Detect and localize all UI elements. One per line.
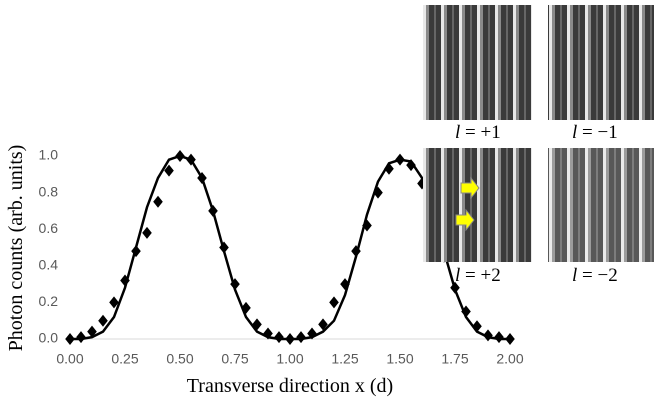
data-point	[296, 331, 306, 344]
data-point	[406, 159, 416, 172]
data-point	[461, 305, 471, 318]
data-point	[197, 171, 207, 184]
y-tick-label: 0.8	[39, 183, 59, 199]
data-point	[186, 153, 196, 166]
data-point	[241, 301, 251, 314]
x-tick-label: 0.75	[221, 351, 248, 367]
arrow	[455, 208, 475, 232]
inset-images: l = +1 l = −1 l = +2 l = −2	[423, 5, 654, 286]
y-tick-label: 0.0	[39, 330, 59, 346]
data-point	[494, 331, 504, 344]
inset-label: l = −1	[572, 122, 618, 143]
data-point	[230, 278, 240, 291]
inset-label: l = +2	[455, 265, 501, 286]
data-point	[98, 314, 108, 327]
inset-image	[548, 148, 654, 262]
data-point	[373, 186, 383, 199]
x-tick-label: 0.00	[56, 351, 83, 367]
data-point	[318, 318, 328, 331]
data-point	[384, 162, 394, 175]
inset-label: l = +1	[455, 122, 501, 143]
data-point	[76, 331, 86, 344]
y-tick-label: 0.6	[39, 220, 59, 236]
inset-symbol: l	[455, 122, 460, 143]
data-point	[87, 325, 97, 338]
x-tick-label: 1.50	[386, 351, 413, 367]
inset-symbol: l	[572, 122, 577, 143]
data-point	[274, 331, 284, 344]
data-point	[153, 195, 163, 208]
data-point	[65, 333, 75, 345]
inset-text: = −1	[582, 122, 618, 143]
data-point	[164, 164, 174, 177]
data-point	[329, 296, 339, 309]
data-point	[109, 296, 119, 309]
data-point	[483, 329, 493, 342]
inset-text: = +2	[465, 265, 501, 286]
data-point	[263, 327, 273, 340]
x-tick-label: 2.00	[496, 351, 523, 367]
inset-image	[423, 148, 532, 262]
x-axis-title: Transverse direction x (d)	[187, 375, 393, 397]
inset-symbol: l	[455, 265, 460, 286]
data-point	[219, 241, 229, 254]
y-tick-label: 1.0	[39, 147, 59, 163]
data-point	[362, 219, 372, 232]
x-tick-label: 1.00	[276, 351, 303, 367]
inset-image	[423, 5, 532, 120]
data-point	[175, 150, 185, 162]
data-point	[142, 226, 152, 239]
data-point	[450, 281, 460, 294]
data-point	[351, 245, 361, 258]
x-tick-label: 0.50	[166, 351, 193, 367]
data-point	[208, 204, 218, 217]
data-point	[505, 333, 515, 345]
y-axis-title: Photon counts (arb. units)	[5, 145, 27, 352]
x-tick-label: 1.25	[331, 351, 358, 367]
y-tick-label: 0.2	[39, 293, 59, 309]
data-point	[285, 333, 295, 345]
data-point	[131, 245, 141, 258]
data-point	[120, 274, 130, 287]
data-point	[307, 327, 317, 340]
data-point	[395, 153, 405, 166]
x-tick-label: 0.25	[111, 351, 138, 367]
inset-symbol: l	[572, 265, 577, 286]
arrow	[460, 176, 480, 200]
inset-text: = −2	[582, 265, 618, 286]
data-point	[340, 278, 350, 291]
inset-image	[548, 5, 654, 120]
data-point	[252, 318, 262, 331]
y-tick-label: 0.4	[39, 257, 59, 273]
inset-text: = +1	[465, 122, 501, 143]
x-tick-label: 1.75	[441, 351, 468, 367]
data-point	[472, 320, 482, 333]
inset-label: l = −2	[572, 265, 618, 286]
